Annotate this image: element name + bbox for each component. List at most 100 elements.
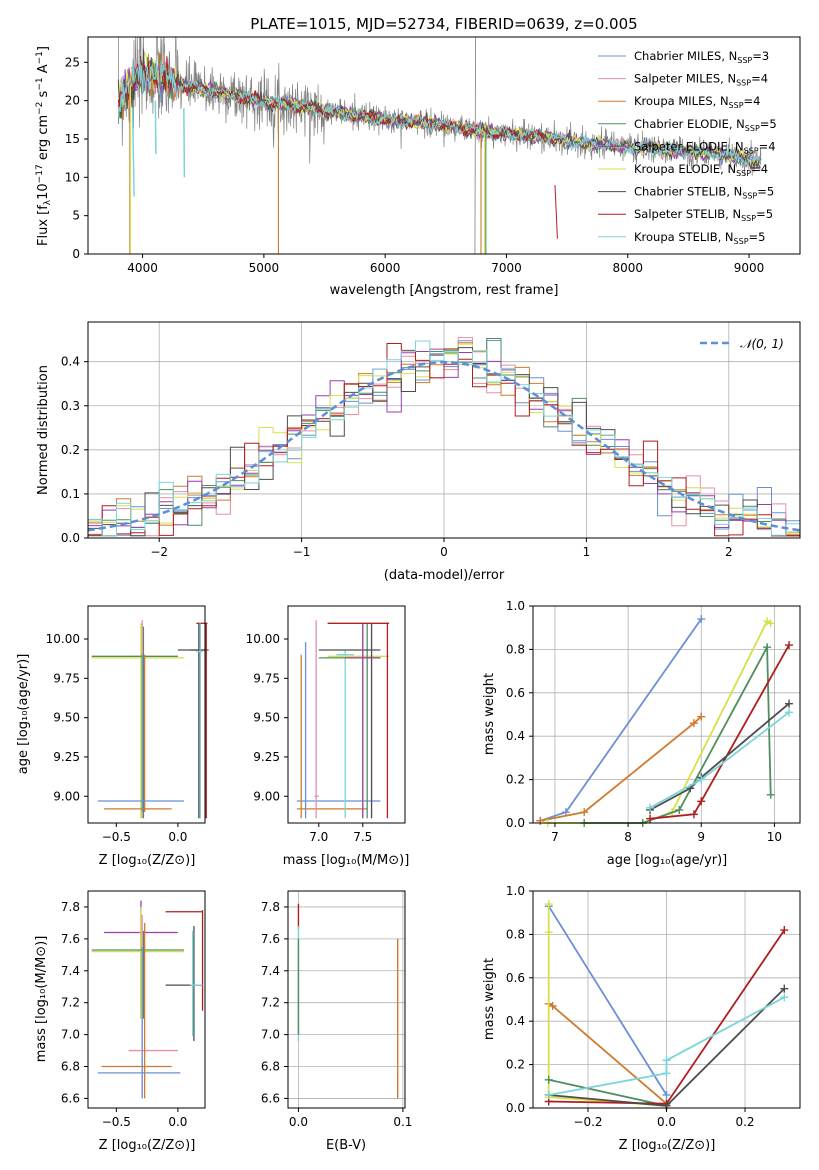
p8-marker bbox=[544, 1075, 553, 1084]
residual-xlabel: (data-model)/error bbox=[384, 568, 505, 583]
p6-ytick-label: 7.8 bbox=[61, 900, 80, 914]
p6-ytick-label: 7.2 bbox=[61, 996, 80, 1010]
residual-xtick-label: 0 bbox=[440, 545, 448, 559]
p8-ytick-label: 0.2 bbox=[506, 1058, 525, 1072]
mass-vs-ebv-panel: 0.0 0.1 6.6 6.8 7.0 7.2 7.4 7.6 7.8 E(B-V) bbox=[261, 890, 412, 1153]
p4-ytick-label: 9.00 bbox=[253, 789, 280, 803]
residual-xtick-label: 1 bbox=[583, 545, 591, 559]
p5-marker bbox=[675, 805, 684, 814]
legend-label: Salpeter STELIB, NSSP=5 bbox=[634, 207, 773, 223]
p5-ytick-label: 0.4 bbox=[506, 729, 525, 743]
p5-marker bbox=[689, 719, 698, 728]
p7-ytick-label: 7.4 bbox=[261, 964, 280, 978]
spectrum-model-line bbox=[117, 65, 761, 169]
spectrum-spike bbox=[474, 37, 476, 254]
spectrum-panel: 4000 5000 6000 7000 8000 9000 0 5 10 15 20 25 wavel… bbox=[35, 36, 801, 298]
spectrum-xtick-label: 9000 bbox=[734, 261, 765, 275]
age-vs-mass-panel: 7.0 7.5 9.00 9.25 9.50 9.75 10.00 mass [log₁₀(… bbox=[246, 605, 410, 868]
p5-marker bbox=[697, 615, 706, 624]
legend-label: Salpeter MILES, NSSP=4 bbox=[634, 72, 768, 88]
p8-marker bbox=[544, 900, 553, 909]
legend-label: Chabrier MILES, NSSP=3 bbox=[634, 49, 769, 65]
p8-marker bbox=[662, 1056, 671, 1065]
legend-label: Salpeter ELODIE, NSSP=4 bbox=[634, 139, 776, 155]
mass-z-xlabel: Z [log₁₀(Z/Z⊙)] bbox=[99, 1138, 196, 1153]
spectrum-legend: Chabrier MILES, NSSP=3 Salpeter MILES, NS… bbox=[598, 49, 777, 246]
p5-marker bbox=[785, 699, 794, 708]
spectrum-ylabel: Flux [fλ10−17 erg cm−2 s−1 A−1] bbox=[35, 46, 53, 246]
p5-xtick-label: 10 bbox=[767, 830, 782, 844]
spectrum-dip bbox=[154, 100, 157, 155]
spectrum-ytick-label: 15 bbox=[65, 132, 80, 146]
p7-ytick-label: 7.6 bbox=[261, 932, 280, 946]
massweight-vs-z-panel: −0.2 0.0 0.2 0.0 0.2 0.4 0.6 0.8 1.0 Z [log₁₀(Z/… bbox=[482, 884, 801, 1153]
spectrum-model-line bbox=[117, 55, 558, 145]
age-z-frame bbox=[87, 605, 206, 824]
p3-ytick-label: 9.50 bbox=[53, 711, 80, 725]
p8-marker bbox=[544, 1090, 553, 1099]
spectrum-xtick-label: 8000 bbox=[612, 261, 643, 275]
p8-ytick-label: 0.6 bbox=[506, 971, 525, 985]
spectrum-ytick-label: 5 bbox=[72, 209, 80, 223]
p5-marker bbox=[646, 814, 655, 823]
age-mass-frame bbox=[287, 605, 406, 824]
p5-xtick-label: 7 bbox=[551, 830, 559, 844]
p4-xtick-label: 7.0 bbox=[309, 830, 328, 844]
p8-marker bbox=[780, 984, 789, 993]
p6-ytick-label: 6.6 bbox=[61, 1091, 80, 1105]
residual-panel: −2 −1 0 1 2 0.0 0.1 0.2 0.3 0.4 (data-model)/erro… bbox=[36, 321, 801, 583]
p6-ytick-label: 7.4 bbox=[61, 964, 80, 978]
p8-marker bbox=[548, 1002, 557, 1011]
p8-series-line bbox=[548, 1078, 667, 1107]
p3-xtick-label: −0.5 bbox=[102, 830, 131, 844]
age-mass-xlabel: mass [log₁₀(M/M⊙)] bbox=[283, 853, 410, 868]
p6-ytick-label: 7.6 bbox=[61, 932, 80, 946]
mass-z-ylabel: mass [log₁₀(M/M⊙)] bbox=[34, 936, 49, 1063]
residual-ytick-label: 0.1 bbox=[61, 487, 80, 501]
normal-curve bbox=[87, 360, 801, 532]
p8-xtick-label: 0.2 bbox=[735, 1115, 754, 1129]
p8-ytick-label: 0.8 bbox=[506, 927, 525, 941]
p7-ytick-label: 6.8 bbox=[261, 1060, 280, 1074]
spectrum-xtick-label: 4000 bbox=[127, 261, 158, 275]
legend-label: Chabrier ELODIE, NSSP=5 bbox=[634, 117, 777, 133]
p7-xtick-label: 0.0 bbox=[289, 1115, 308, 1129]
residual-ytick-label: 0.3 bbox=[61, 399, 80, 413]
spectrum-ytick-label: 10 bbox=[65, 170, 80, 184]
p8-series-line bbox=[548, 996, 785, 1096]
residual-ytick-label: 0.2 bbox=[61, 443, 80, 457]
p8-marker bbox=[662, 1069, 671, 1078]
p4-ytick-label: 9.50 bbox=[253, 711, 280, 725]
spectrum-xtick-label: 7000 bbox=[491, 261, 522, 275]
p6-xtick-label: 0.0 bbox=[168, 1115, 187, 1129]
p5-marker bbox=[766, 790, 775, 799]
spectrum-xtick-label: 6000 bbox=[370, 261, 401, 275]
spectrum-model-line bbox=[117, 58, 762, 166]
p3-xtick-label: 0.0 bbox=[168, 830, 187, 844]
p3-ytick-label: 9.00 bbox=[53, 789, 80, 803]
mw-z-xlabel: Z [log₁₀(Z/Z⊙)] bbox=[619, 1138, 716, 1153]
age-z-ylabel: age [log₁₀(age/yr)] bbox=[16, 654, 31, 775]
spectrum-ytick-label: 25 bbox=[65, 55, 80, 69]
mw-age-ylabel: mass weight bbox=[482, 673, 497, 755]
p6-ytick-label: 6.8 bbox=[61, 1060, 80, 1074]
legend-label: Kroupa MILES, NSSP=4 bbox=[634, 94, 760, 110]
p5-xtick-label: 9 bbox=[697, 830, 705, 844]
p5-series-line bbox=[649, 644, 790, 820]
p5-series-line bbox=[540, 716, 702, 822]
p5-marker bbox=[785, 708, 794, 717]
residual-xtick-label: 2 bbox=[725, 545, 733, 559]
p5-xtick-label: 8 bbox=[624, 830, 632, 844]
p5-marker bbox=[580, 808, 589, 817]
mw-age-frame bbox=[532, 605, 801, 824]
p5-marker bbox=[766, 619, 775, 628]
p7-ytick-label: 6.6 bbox=[261, 1091, 280, 1105]
spectrum-xtick-label: 5000 bbox=[249, 261, 280, 275]
p6-xtick-label: −0.5 bbox=[102, 1115, 131, 1129]
p5-marker bbox=[697, 712, 706, 721]
mass-ebv-frame bbox=[287, 890, 406, 1109]
mass-z-frame bbox=[87, 890, 206, 1109]
mw-z-ylabel: mass weight bbox=[482, 958, 497, 1040]
p8-ytick-label: 0.4 bbox=[506, 1014, 525, 1028]
